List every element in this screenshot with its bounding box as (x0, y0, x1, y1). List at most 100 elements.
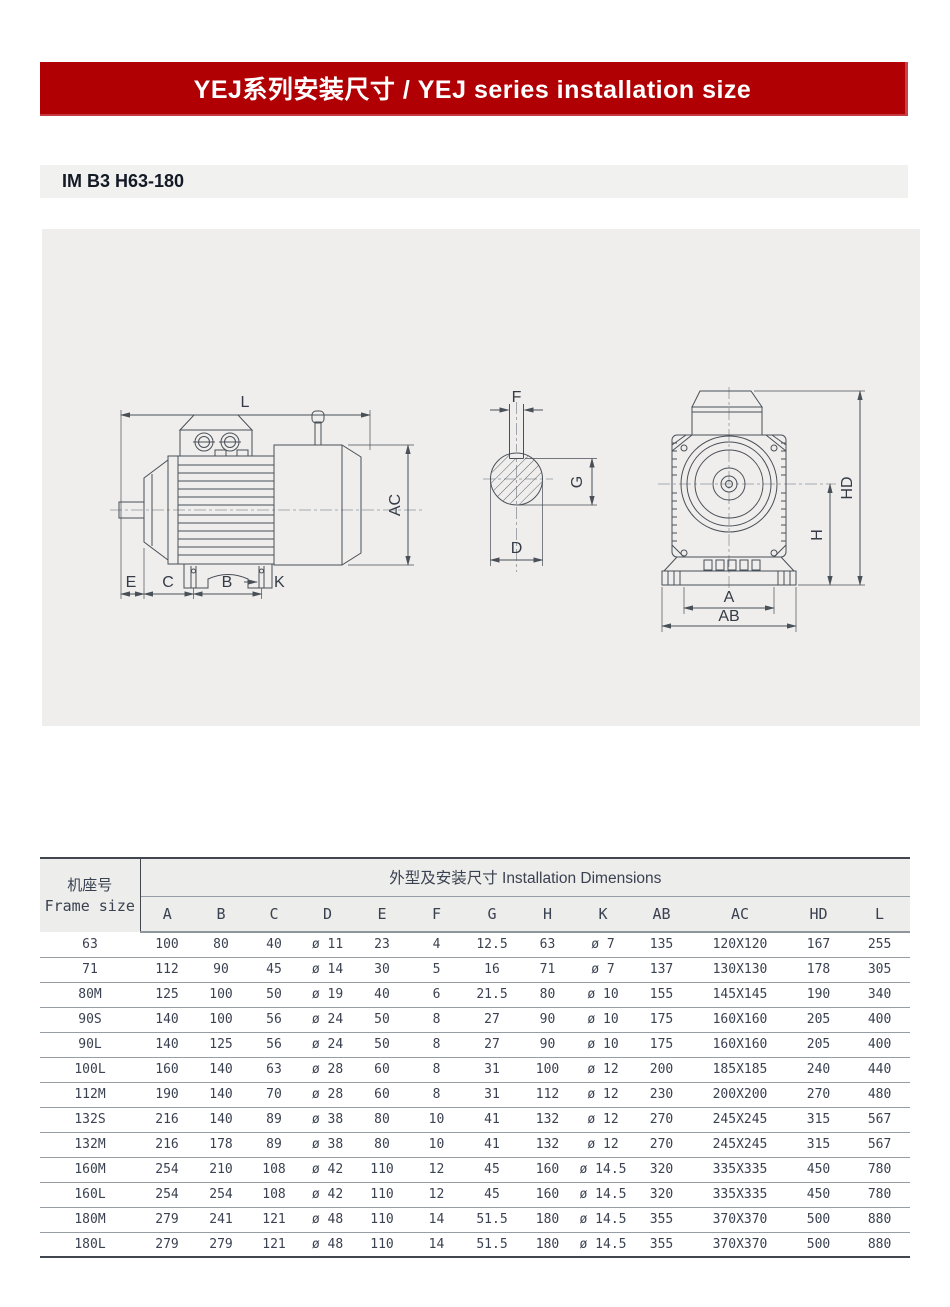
dimension-cell: 30 (355, 957, 409, 983)
dimension-cell: 51.5 (464, 1232, 520, 1257)
column-header-K: K (575, 896, 631, 933)
dimension-cell: 880 (849, 1232, 911, 1257)
dimension-cell: 63 (248, 1057, 300, 1083)
dimension-cell: 27 (464, 1007, 520, 1033)
dim-label-HD: HD (839, 476, 856, 499)
dim-label-L: L (241, 394, 250, 411)
dimension-cell: 240 (788, 1057, 849, 1083)
dimension-cell: 370X370 (692, 1232, 788, 1257)
dimension-cell: 210 (194, 1157, 248, 1183)
drawing-panel: L AC E C B K (42, 229, 920, 726)
title-banner: YEJ系列安装尺寸 / YEJ series installation size (40, 62, 908, 116)
frame-size-cell: 71 (40, 957, 140, 983)
dimension-cell: 270 (788, 1082, 849, 1108)
dimension-cell: 50 (355, 1007, 409, 1033)
dimension-cell: 315 (788, 1107, 849, 1133)
column-header-A: A (140, 896, 194, 933)
front-view-drawing: HD H A AB (658, 387, 865, 632)
dimension-cell: 14 (409, 1232, 464, 1257)
dimension-cell: 160 (140, 1057, 194, 1083)
dimension-cell: 110 (355, 1207, 409, 1233)
dimension-cell: 21.5 (464, 982, 520, 1008)
dimension-cell: ø 14.5 (575, 1182, 631, 1208)
dimension-cell: 567 (849, 1107, 911, 1133)
dimension-cell: 80 (355, 1107, 409, 1133)
dimension-cell: 279 (140, 1232, 194, 1257)
dimension-cell: 120X120 (692, 932, 788, 958)
dimension-cell: ø 28 (300, 1082, 355, 1108)
dimension-cell: 270 (631, 1107, 692, 1133)
dimension-cell: ø 48 (300, 1207, 355, 1233)
dim-label-AC: AC (387, 494, 404, 516)
dimension-cell: 12.5 (464, 932, 520, 958)
table-row: 71 112 90 45 ø 14 30 5 16 71 ø 7 137 130X130 178 305 (40, 957, 911, 983)
dimension-cell: 31 (464, 1082, 520, 1108)
dimension-cell: 355 (631, 1232, 692, 1257)
dimension-cell: 140 (194, 1057, 248, 1083)
dim-label-F: F (512, 389, 522, 406)
dimension-cell: 180 (520, 1207, 575, 1233)
dimension-cell: ø 11 (300, 932, 355, 958)
frame-size-cell: 90L (40, 1032, 140, 1058)
dimension-cell: 110 (355, 1182, 409, 1208)
dimension-cell: 40 (248, 932, 300, 958)
dimension-cell: 155 (631, 982, 692, 1008)
dimension-cell: ø 10 (575, 1032, 631, 1058)
dimension-cell: 175 (631, 1007, 692, 1033)
dimension-cell: 31 (464, 1057, 520, 1083)
dimension-cell: 6 (409, 982, 464, 1008)
column-header-HD: HD (788, 896, 849, 933)
dimension-cell: 45 (248, 957, 300, 983)
dimension-cell: 255 (849, 932, 911, 958)
frame-size-cell: 90S (40, 1007, 140, 1033)
dimension-cell: 160X160 (692, 1007, 788, 1033)
dimension-cell: 8 (409, 1007, 464, 1033)
dimension-cell: 254 (140, 1182, 194, 1208)
dimension-cell: ø 12 (575, 1132, 631, 1158)
dimension-cell: 305 (849, 957, 911, 983)
dimension-cell: 190 (788, 982, 849, 1008)
dimension-cell: 71 (520, 957, 575, 983)
dim-label-AB: AB (718, 608, 739, 625)
dimension-cell: 241 (194, 1207, 248, 1233)
frame-size-cell: 180M (40, 1207, 140, 1233)
dimension-cell: 320 (631, 1157, 692, 1183)
motor-outline (118, 410, 362, 589)
dimension-cell: 335X335 (692, 1182, 788, 1208)
column-header-E: E (355, 896, 409, 933)
frame-size-cell: 180L (40, 1232, 140, 1257)
section-label: IM B3 H63-180 (62, 171, 185, 191)
frame-size-cell: 112M (40, 1082, 140, 1108)
dimension-cell: 245X245 (692, 1132, 788, 1158)
frame-size-cell: 100L (40, 1057, 140, 1083)
dimension-cell: ø 10 (575, 982, 631, 1008)
dimension-cell: 450 (788, 1182, 849, 1208)
dimension-cell: 270 (631, 1132, 692, 1158)
dimension-cell: 279 (140, 1207, 194, 1233)
dimension-cell: 140 (140, 1007, 194, 1033)
dim-label-A: A (724, 589, 735, 606)
dim-label-G: G (569, 476, 586, 488)
table-row: 180L 279 279 121 ø 48 110 14 51.5 180 ø 14.5 355 37… (40, 1232, 911, 1257)
dimension-cell: ø 12 (575, 1057, 631, 1083)
dimension-cell: 355 (631, 1207, 692, 1233)
table-row: 80M 125 100 50 ø 19 40 6 21.5 80 ø 10 155 145X145 19… (40, 982, 911, 1008)
dimension-cell: 125 (194, 1032, 248, 1058)
dimension-cell: 41 (464, 1132, 520, 1158)
dimension-cell: 45 (464, 1157, 520, 1183)
dimension-cell: 132 (520, 1107, 575, 1133)
dimension-cell: 89 (248, 1132, 300, 1158)
table-row: 90S 140 100 56 ø 24 50 8 27 90 ø 10 175 160X160 205 4… (40, 1007, 911, 1033)
dimension-cell: ø 12 (575, 1082, 631, 1108)
dimension-cell: 335X335 (692, 1157, 788, 1183)
dimension-cell: 135 (631, 932, 692, 958)
table-row: 90L 140 125 56 ø 24 50 8 27 90 ø 10 175 160X160 205 4… (40, 1032, 911, 1058)
dimension-cell: 254 (140, 1157, 194, 1183)
table-row: 160M 254 210 108 ø 42 110 12 45 160 ø 14.5 320 335X… (40, 1157, 911, 1183)
table-row: 63 100 80 40 ø 11 23 4 12.5 63 ø 7 135 120X120 167 25… (40, 932, 911, 958)
dimensions-table-wrap: 机座号 Frame size 外型及安装尺寸 Installation Dimens… (40, 857, 911, 1258)
frame-size-cell: 80M (40, 982, 140, 1008)
table-row: 180M 279 241 121 ø 48 110 14 51.5 180 ø 14.5 355 37… (40, 1207, 911, 1233)
dimension-cell: 140 (140, 1032, 194, 1058)
